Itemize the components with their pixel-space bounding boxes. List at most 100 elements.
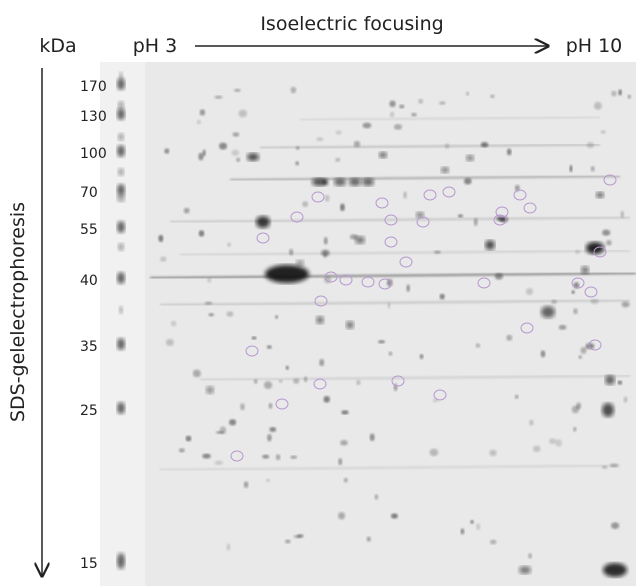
spot	[529, 419, 534, 426]
spot	[605, 375, 615, 385]
title: Isoelectric focusing	[260, 13, 443, 35]
spot	[519, 566, 531, 574]
spot	[611, 90, 617, 97]
spot	[602, 229, 611, 236]
spot	[266, 345, 272, 349]
spot	[379, 152, 387, 158]
spot	[540, 350, 546, 358]
spot	[528, 553, 532, 559]
spot	[390, 513, 398, 519]
spot	[202, 149, 206, 157]
spot	[269, 427, 277, 433]
spot	[602, 403, 614, 417]
spot	[389, 100, 396, 108]
spot	[480, 141, 489, 148]
spot	[324, 194, 330, 202]
spot	[573, 308, 578, 315]
spot	[335, 157, 341, 163]
spot	[253, 379, 258, 384]
spot	[601, 465, 608, 469]
spot	[275, 454, 281, 461]
mw-labels: 170 130 100 70 55 40 35 25 15	[80, 79, 107, 572]
annotation-circle	[311, 191, 325, 203]
spot	[466, 155, 474, 161]
spot	[411, 112, 417, 117]
spot	[236, 157, 241, 162]
streak	[259, 143, 601, 149]
spot	[303, 376, 308, 383]
spot	[196, 119, 202, 125]
spot	[214, 460, 223, 465]
ph-start: pH 3	[133, 35, 177, 57]
spot	[578, 355, 582, 360]
ladder-band	[117, 221, 125, 233]
spot	[606, 239, 612, 246]
spot	[335, 130, 342, 135]
spot	[532, 445, 541, 453]
spot	[232, 132, 240, 137]
gel-spots	[117, 72, 636, 577]
spot	[293, 378, 300, 384]
annotation-circle	[230, 450, 244, 462]
annotation-circle	[378, 278, 392, 290]
annotation-circle	[513, 189, 527, 201]
spot	[219, 426, 227, 435]
spot	[296, 260, 304, 266]
spot	[460, 528, 465, 535]
spot	[603, 563, 627, 577]
ladder-band	[118, 243, 124, 251]
spot	[231, 149, 240, 156]
spot	[158, 234, 164, 242]
spot	[489, 449, 497, 457]
spot	[621, 301, 630, 308]
spot	[266, 478, 271, 482]
annotation-circle	[314, 295, 328, 307]
ladder-band	[117, 338, 125, 350]
spot	[337, 512, 346, 520]
spot	[399, 104, 405, 109]
ladder-band	[119, 306, 123, 314]
spot	[366, 536, 371, 542]
annotation-circle	[416, 216, 430, 228]
spot	[470, 519, 474, 524]
spot	[240, 403, 245, 411]
spot	[251, 336, 257, 340]
ladder-band	[118, 101, 124, 109]
annotation-circle	[275, 398, 289, 410]
spot	[627, 94, 631, 99]
streak	[169, 216, 631, 223]
spot	[623, 396, 628, 403]
spot	[290, 455, 298, 459]
spot	[369, 433, 375, 442]
spot	[263, 381, 273, 390]
spot	[573, 426, 577, 432]
spot	[489, 539, 497, 545]
spot	[600, 130, 606, 134]
annotation-circle	[477, 277, 491, 289]
spot	[204, 301, 213, 305]
spot	[247, 153, 259, 161]
spot	[569, 164, 573, 173]
spot	[178, 448, 185, 453]
spot	[346, 321, 354, 329]
spot	[429, 448, 439, 457]
spot	[316, 137, 324, 142]
spot	[227, 242, 231, 247]
spot	[228, 419, 237, 426]
spot	[494, 273, 504, 280]
spot	[388, 351, 393, 356]
spot	[293, 534, 302, 539]
spot	[620, 210, 624, 218]
spot	[320, 249, 330, 257]
spot	[343, 477, 348, 483]
spot	[206, 386, 214, 394]
spot	[226, 543, 231, 551]
annotation-circle	[588, 339, 602, 351]
spot	[278, 379, 283, 383]
mw-label: 70	[80, 185, 98, 201]
annotation-circle	[520, 322, 534, 334]
annotation-circle	[495, 206, 509, 218]
annotation-circle	[442, 186, 456, 198]
ladder-band	[117, 272, 125, 284]
spot	[457, 214, 463, 218]
